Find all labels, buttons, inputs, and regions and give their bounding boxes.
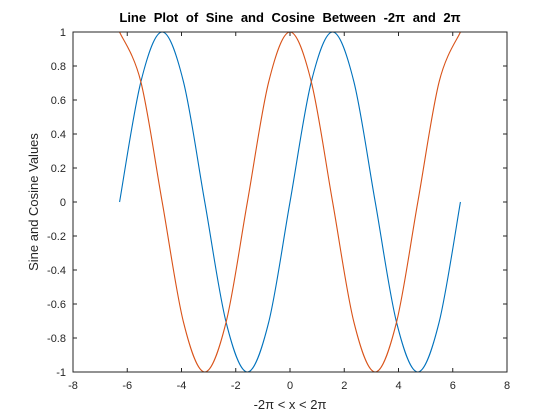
ticks-layer: -8 -6 -4 -2 0 2 4 6 8 -1 -0.8 -0.6 -0.4 -0.2 0 0.2 0.4 0.… (47, 27, 510, 392)
y-tick-label: 1 (60, 27, 66, 39)
x-axis-label: -2π < x < 2π (254, 397, 327, 412)
y-tick-label: -0.6 (47, 299, 66, 311)
series-line-1 (119, 31, 461, 373)
x-tick-label: -2 (231, 380, 241, 392)
y-axis-label: Sine and Cosine Values (26, 133, 41, 271)
y-tick-label: 0.2 (51, 163, 66, 175)
x-tick-label: -4 (177, 380, 187, 392)
x-tick-label: 6 (450, 380, 456, 392)
y-tick-label: 0.8 (51, 61, 66, 73)
x-tick-label: -8 (68, 380, 78, 392)
x-tick-label: 8 (504, 380, 510, 392)
y-tick-label: -1 (56, 367, 66, 379)
y-tick-label: -0.4 (47, 265, 66, 277)
y-tick-label: -0.2 (47, 231, 66, 243)
x-tick-label: 4 (395, 380, 401, 392)
x-tick-label: 0 (287, 380, 293, 392)
y-tick-label: 0.6 (51, 95, 66, 107)
y-tick-label: -0.8 (47, 333, 66, 345)
x-tick-label: -6 (122, 380, 132, 392)
y-tick-label: 0 (60, 197, 66, 209)
chart-title: Line Plot of Sine and Cosine Between -2π… (119, 10, 460, 25)
x-tick-label: 2 (341, 380, 347, 392)
y-tick-label: 0.4 (51, 129, 66, 141)
